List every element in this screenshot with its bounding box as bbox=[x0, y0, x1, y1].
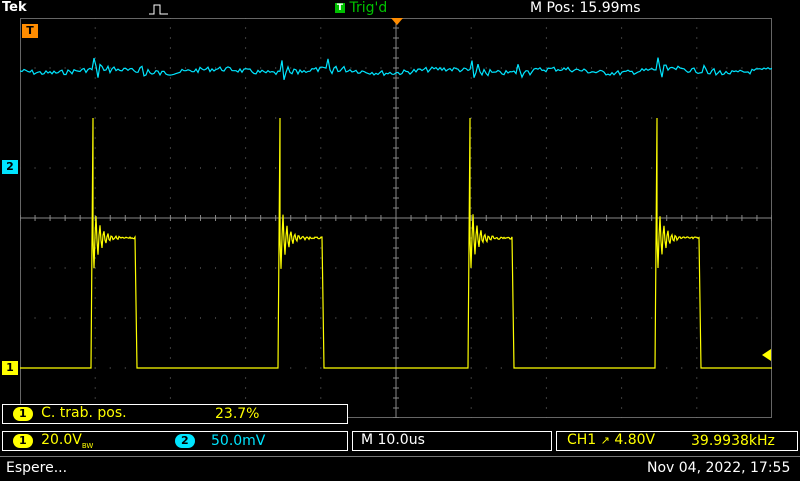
channel-scale-box[interactable]: 1 20.0VBW 2 50.0mV bbox=[2, 431, 348, 451]
ch1-scale: 20.0V bbox=[41, 432, 82, 448]
measurement-box[interactable]: 1 C. trab. pos. 23.7% bbox=[2, 404, 348, 424]
waveform-display[interactable] bbox=[20, 18, 772, 418]
trigger-frequency: 39.9938kHz bbox=[691, 433, 775, 449]
ch2-waveform bbox=[20, 57, 772, 80]
trigger-t-icon: T bbox=[335, 3, 345, 13]
measure-channel-badge: 1 bbox=[13, 407, 33, 421]
ch1-ground-marker[interactable]: 1 bbox=[2, 361, 18, 375]
trigger-status: T Trig'd bbox=[335, 0, 388, 16]
measure-value: 23.7% bbox=[215, 406, 260, 422]
trigger-level-arrow-icon[interactable] bbox=[762, 349, 771, 361]
status-message: Espere... bbox=[6, 460, 68, 476]
trigger-marker-left[interactable]: T bbox=[22, 24, 38, 38]
horizontal-position: M Pos: 15.99ms bbox=[530, 0, 641, 16]
trigger-position-marker-icon[interactable] bbox=[391, 18, 403, 25]
graticule bbox=[20, 18, 772, 418]
status-bar: Espere... Nov 04, 2022, 17:55 bbox=[0, 456, 800, 481]
trigger-info-box[interactable]: CH1 ↗ 4.80V 39.9938kHz bbox=[556, 431, 798, 451]
trigger-level: 4.80V bbox=[614, 432, 656, 448]
status-datetime: Nov 04, 2022, 17:55 bbox=[647, 460, 791, 476]
timebase-value: M 10.0us bbox=[361, 432, 425, 448]
trigger-slope-icon: ↗ bbox=[600, 434, 610, 447]
trigger-source: CH1 bbox=[567, 432, 597, 448]
ch2-badge: 2 bbox=[175, 434, 195, 448]
ch2-ground-marker[interactable]: 2 bbox=[2, 160, 18, 174]
ch1-bw-limit: BW bbox=[81, 441, 94, 450]
ch1-waveform bbox=[20, 117, 772, 369]
waveforms bbox=[20, 57, 772, 369]
ch2-scale: 50.0mV bbox=[211, 433, 266, 449]
brand-logo: Tek bbox=[2, 0, 27, 15]
timebase-box[interactable]: M 10.0us bbox=[352, 431, 552, 451]
measure-label: C. trab. pos. bbox=[41, 405, 127, 421]
top-bar: Tek T Trig'd M Pos: 15.99ms bbox=[0, 0, 800, 18]
ch1-badge: 1 bbox=[13, 434, 33, 448]
